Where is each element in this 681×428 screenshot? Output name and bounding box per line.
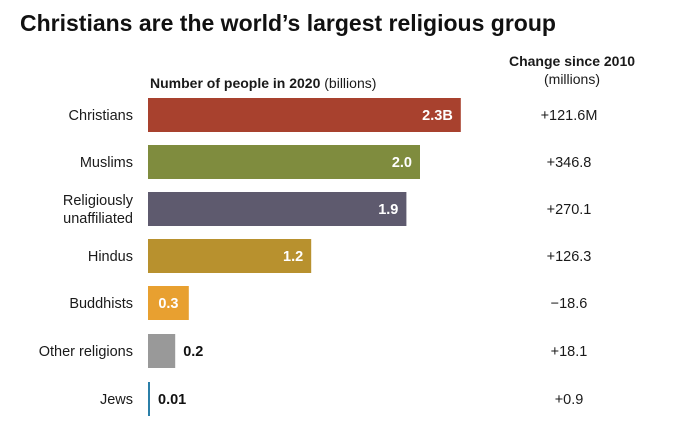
data-label: 1.2 xyxy=(283,249,303,265)
change-value: −18.6 xyxy=(551,296,588,312)
data-label: 0.3 xyxy=(158,296,178,312)
value-column-unit: (billions) xyxy=(324,75,377,91)
change-value: +0.9 xyxy=(555,392,584,408)
change-value: +121.6M xyxy=(541,108,598,124)
category-label: Muslims xyxy=(80,155,133,171)
change-value: +126.3 xyxy=(547,249,592,265)
bar xyxy=(148,145,420,179)
category-label: Hindus xyxy=(88,249,133,265)
change-value: +346.8 xyxy=(547,155,592,171)
bar xyxy=(148,286,189,320)
data-label: 0.01 xyxy=(158,392,186,408)
bar xyxy=(148,239,312,273)
bar xyxy=(148,334,176,368)
bar xyxy=(148,98,461,132)
category-label: Religiously xyxy=(63,193,134,209)
change-column-unit: (millions) xyxy=(544,71,600,87)
change-value: +270.1 xyxy=(547,202,592,218)
category-label: Christians xyxy=(69,108,133,124)
value-column-title: Number of people in 2020 xyxy=(150,75,321,91)
change-value: +18.1 xyxy=(551,344,588,360)
category-label: unaffiliated xyxy=(63,211,133,227)
value-column-header: Number of people in 2020 (billions) xyxy=(150,75,376,91)
data-label: 1.9 xyxy=(378,202,398,218)
category-label: Jews xyxy=(100,392,133,408)
bar xyxy=(148,192,407,226)
data-label: 2.3B xyxy=(422,108,453,124)
chart-title: Christians are the world’s largest relig… xyxy=(20,10,556,36)
data-label: 2.0 xyxy=(392,155,412,171)
data-label: 0.2 xyxy=(183,344,203,360)
bar xyxy=(148,382,150,416)
category-label: Buddhists xyxy=(69,296,133,312)
change-column-header: Change since 2010 (millions) xyxy=(494,52,650,88)
change-column-title: Change since 2010 xyxy=(508,53,636,69)
category-label: Other religions xyxy=(39,344,133,360)
